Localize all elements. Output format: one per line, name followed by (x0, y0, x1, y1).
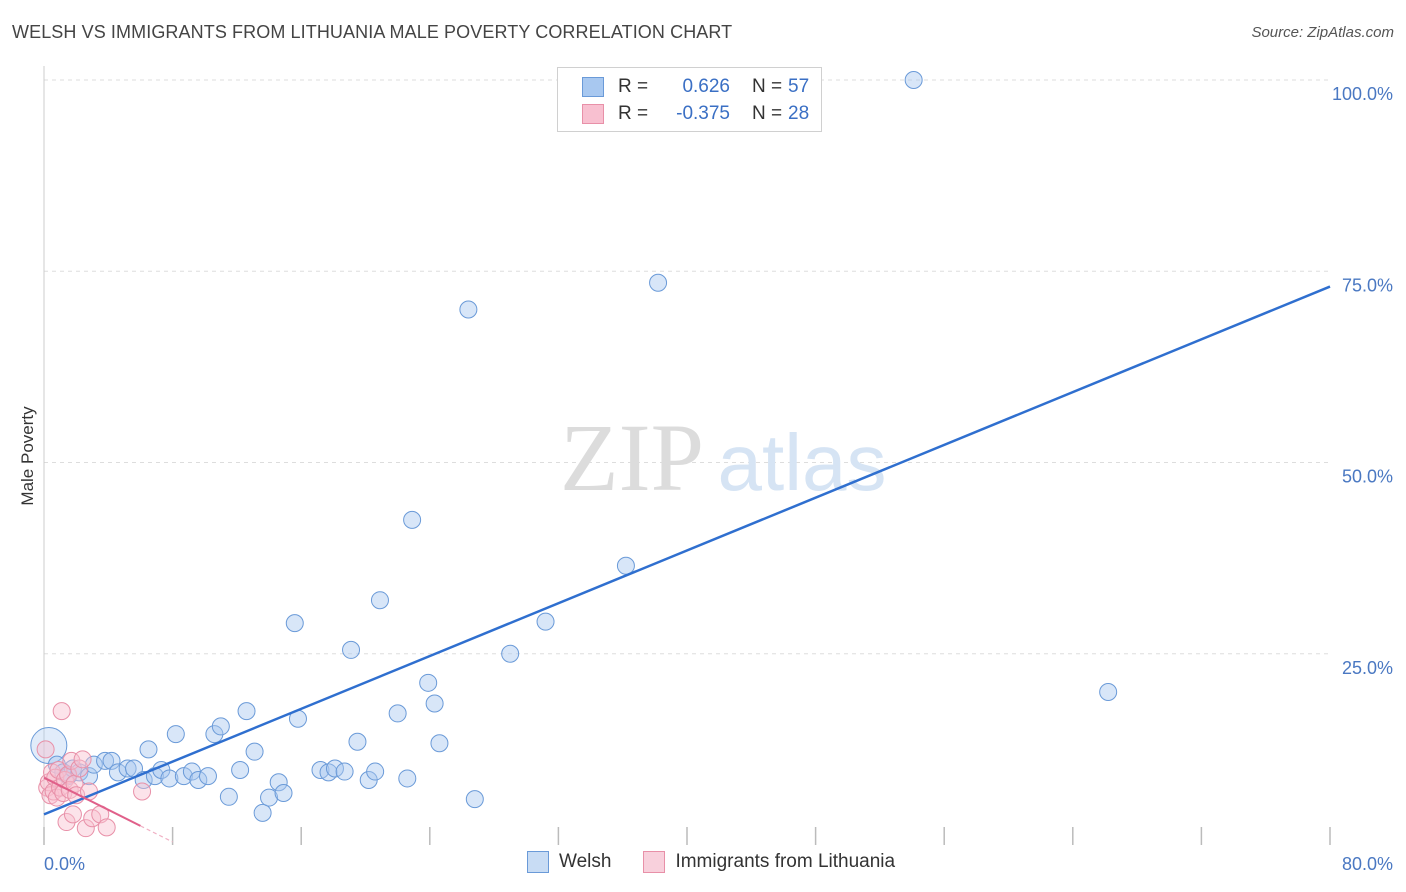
lithuania-point (59, 765, 78, 784)
lithuania-point (57, 813, 76, 832)
welsh-point (96, 751, 115, 770)
legend-row-lithuania: R = -0.375 N = 28 (582, 102, 809, 126)
legend-swatch-lithuania (643, 851, 666, 873)
n-value: 57 (788, 76, 810, 97)
r-value: 0.626 (682, 76, 730, 97)
r-label: R = (618, 103, 649, 124)
watermark: ZIP atlas (560, 404, 886, 511)
welsh-point (335, 762, 354, 781)
welsh-point (166, 725, 185, 744)
axes (43, 66, 1331, 845)
welsh-point (274, 783, 293, 802)
chart-title: WELSH VS IMMIGRANTS FROM LITHUANIA MALE … (12, 22, 733, 42)
welsh-point (904, 71, 923, 89)
axis-labels: Male Poverty 25.0% 50.0% 75.0% 100.0% 0.0% 80… (18, 84, 1393, 874)
welsh-point (269, 773, 288, 792)
lithuania-point (133, 782, 152, 801)
watermark-zip: ZIP (560, 404, 704, 511)
lithuania-trend-extension (140, 825, 173, 843)
lithuania-point (63, 805, 82, 824)
n-label: N = (752, 103, 783, 124)
welsh-point (118, 759, 137, 778)
welsh-point (285, 614, 304, 633)
welsh-point (419, 673, 438, 692)
welsh-point (219, 787, 238, 806)
n-label: N = (752, 76, 783, 97)
welsh-point (536, 612, 555, 631)
welsh-point (139, 740, 158, 759)
legend-swatch-welsh (527, 851, 549, 873)
x-tick-label: 80.0% (1342, 854, 1393, 874)
series-legend: Welsh Immigrants from Lithuania (527, 851, 927, 873)
welsh-point (160, 769, 179, 788)
legend-label-welsh: Welsh (559, 851, 612, 872)
lithuania-point (97, 818, 116, 837)
welsh-trend-line (43, 285, 1331, 816)
y-tick-label: 50.0% (1342, 467, 1393, 487)
welsh-point (501, 644, 520, 663)
correlation-legend: R = 0.626 N = 57 R = -0.375 N = 28 (557, 67, 822, 132)
welsh-point (231, 761, 250, 780)
welsh-point (370, 591, 389, 610)
y-axis-label: Male Poverty (18, 406, 37, 506)
welsh-point (398, 769, 417, 788)
welsh-point (237, 702, 256, 721)
source-label: Source: ZipAtlas.com (1251, 24, 1394, 41)
welsh-point (205, 725, 224, 744)
welsh-point (430, 734, 449, 753)
welsh-point (616, 556, 635, 575)
welsh-point (649, 273, 668, 292)
welsh-point (348, 732, 367, 751)
data-points (30, 71, 1118, 838)
lithuania-point (52, 702, 71, 721)
welsh-point (245, 742, 264, 761)
legend-label-lithuania: Immigrants from Lithuania (675, 851, 896, 872)
welsh-point (253, 803, 272, 822)
welsh-point (465, 790, 484, 809)
welsh-point (459, 300, 478, 319)
legend-swatch-welsh (582, 77, 604, 97)
y-tick-label: 75.0% (1342, 275, 1393, 295)
welsh-point (198, 767, 217, 786)
legend-item-lithuania[interactable]: Immigrants from Lithuania (643, 851, 895, 873)
lithuania-point (36, 740, 55, 759)
welsh-point (1099, 683, 1118, 701)
welsh-point (189, 770, 208, 789)
legend-item-welsh[interactable]: Welsh (527, 851, 611, 873)
welsh-point (366, 762, 385, 781)
watermark-atlas: atlas (718, 418, 887, 507)
welsh-point (260, 788, 279, 807)
lithuania-point (76, 819, 95, 838)
legend-row-welsh: R = 0.626 N = 57 (582, 75, 809, 99)
welsh-point (211, 717, 230, 736)
r-label: R = (618, 76, 649, 97)
welsh-point (80, 767, 99, 786)
welsh-point (425, 694, 444, 713)
lithuania-point (73, 750, 92, 769)
welsh-point (102, 751, 121, 770)
lithuania-point (49, 761, 68, 780)
welsh-point (403, 510, 422, 529)
r-value: -0.375 (676, 103, 730, 124)
n-value: 28 (788, 103, 810, 124)
welsh-point (388, 704, 407, 723)
legend-swatch-lithuania (582, 104, 604, 124)
y-tick-label: 25.0% (1342, 658, 1393, 678)
welsh-point (342, 640, 361, 659)
trend-lines (43, 285, 1331, 843)
y-tick-label: 100.0% (1332, 84, 1393, 104)
welsh-point (84, 755, 103, 774)
welsh-point (325, 759, 344, 778)
lithuania-trend-line (43, 776, 141, 827)
x-tick-label: 0.0% (44, 854, 85, 874)
